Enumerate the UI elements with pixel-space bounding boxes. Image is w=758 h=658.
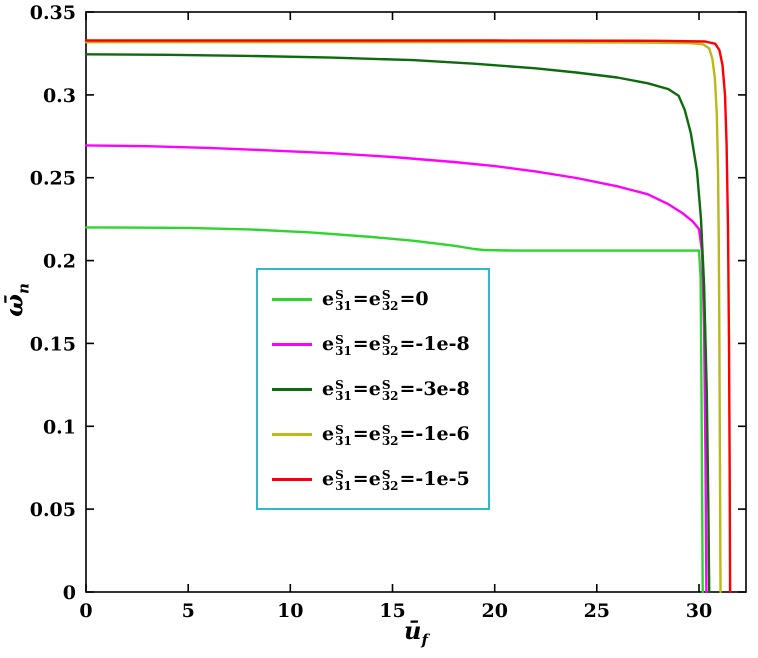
legend-entry: e S 31 =e S 32 =-1e-5 <box>272 462 470 496</box>
x-tick-label: 5 <box>182 600 195 622</box>
legend-entry: e S 31 =e S 32 =-3e-8 <box>272 372 470 406</box>
legend-label-supsub: S 31 <box>335 287 352 313</box>
plot-frame <box>85 11 747 593</box>
y-tick-label: 0.2 <box>43 251 76 273</box>
legend-label-text: =-1e-8 <box>399 333 470 355</box>
legend-label: e S 31 =e S 32 =0 <box>322 287 429 313</box>
x-tick-label: 25 <box>584 600 610 622</box>
x-tick-label: 20 <box>481 600 507 622</box>
legend-entry: e S 31 =e S 32 =-1e-8 <box>272 327 470 361</box>
legend-label: e S 31 =e S 32 =-1e-5 <box>322 467 470 493</box>
series-line-0 <box>84 226 704 594</box>
x-tick-label: 10 <box>277 600 303 622</box>
legend-label-text: =0 <box>399 288 429 310</box>
legend-swatch <box>272 297 312 301</box>
series-line-3 <box>84 41 722 594</box>
y-axis-label-base: ω̄ <box>0 294 29 317</box>
legend-entry: e S 31 =e S 32 =-1e-6 <box>272 417 470 451</box>
x-axis-label-sub: f <box>421 630 428 649</box>
legend-label-supsub: S 31 <box>335 467 352 493</box>
legend-swatch <box>272 342 312 346</box>
legend-label: e S 31 =e S 32 =-1e-8 <box>322 332 470 358</box>
legend-label-text: e <box>322 468 335 490</box>
x-tick-label: 30 <box>686 600 712 622</box>
legend-swatch <box>272 477 312 481</box>
legend-label-text: e <box>322 288 335 310</box>
legend-entry: e S 31 =e S 32 =0 <box>272 282 470 316</box>
legend-label: e S 31 =e S 32 =-1e-6 <box>322 422 470 448</box>
legend-label-text: =e <box>352 378 381 400</box>
y-tick-label: 0.3 <box>43 85 76 107</box>
legend-label-text: =-1e-5 <box>399 468 470 490</box>
legend-label-supsub: S 31 <box>335 332 352 358</box>
legend: e S 31 =e S 32 =0 e S 31 =e S 32 =-1e-8 e S 31 =e S 32 =-3e-… <box>256 268 490 510</box>
series-line-4 <box>84 39 732 594</box>
y-tick-label: 0.25 <box>30 168 76 190</box>
legend-swatch <box>272 432 312 436</box>
legend-label-text: =e <box>352 333 381 355</box>
series-line-2 <box>84 53 711 594</box>
legend-label-text: e <box>322 378 335 400</box>
legend-label-text: e <box>322 333 335 355</box>
legend-label-text: =-1e-6 <box>399 423 470 445</box>
x-tick-label: 0 <box>79 600 92 622</box>
legend-label-supsub: S 32 <box>381 377 399 403</box>
x-axis-label: ūf <box>86 616 746 649</box>
legend-label: e S 31 =e S 32 =-3e-8 <box>322 377 470 403</box>
legend-label-text: =e <box>352 423 381 445</box>
legend-label-supsub: S 32 <box>381 287 399 313</box>
legend-label-text: =e <box>352 468 381 490</box>
legend-label-text: =-3e-8 <box>399 378 470 400</box>
y-tick-label: 0.35 <box>30 2 76 24</box>
legend-label-supsub: S 32 <box>381 332 399 358</box>
legend-label-text: e <box>322 423 335 445</box>
legend-label-supsub: S 31 <box>335 377 352 403</box>
legend-label-supsub: S 32 <box>381 467 399 493</box>
legend-swatch <box>272 387 312 391</box>
legend-label-supsub: S 32 <box>381 422 399 448</box>
y-tick-label: 0 <box>63 582 76 604</box>
legend-label-supsub: S 31 <box>335 422 352 448</box>
y-axis-label-sub: n <box>14 283 33 295</box>
x-axis-label-base: ū <box>404 616 422 645</box>
legend-label-text: =e <box>352 288 381 310</box>
y-axis-label: ω̄n <box>0 283 32 317</box>
y-tick-label: 0.15 <box>30 333 76 355</box>
x-tick-label: 15 <box>379 600 405 622</box>
y-tick-label: 0.1 <box>43 416 76 438</box>
y-tick-label: 0.05 <box>30 499 76 521</box>
